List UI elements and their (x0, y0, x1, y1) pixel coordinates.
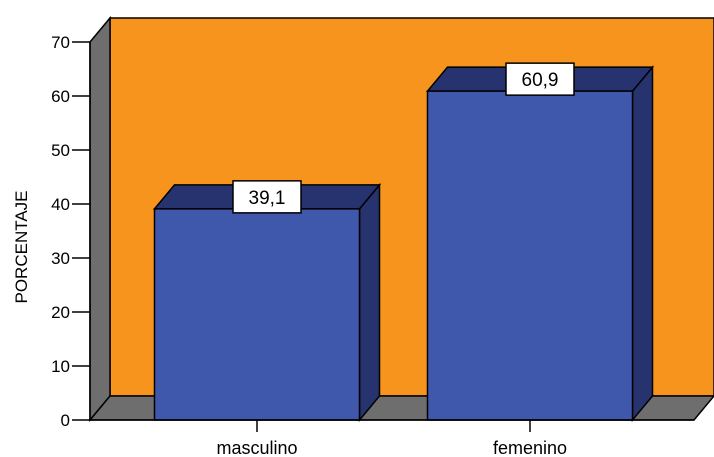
side-wall (89, 15, 111, 423)
data-label-box (505, 62, 575, 96)
x-axis: masculino femenino (90, 419, 694, 457)
y-tick-label: 60 (51, 87, 70, 106)
bar-masculino: 39,1 (152, 180, 382, 423)
bar-front (426, 90, 634, 421)
x-tick-label: masculino (216, 438, 297, 457)
y-tick-label: 70 (51, 33, 70, 52)
y-tick-label: 0 (61, 411, 70, 430)
y-tick-label: 30 (51, 249, 70, 268)
bar-femenino: 60,9 (425, 62, 655, 423)
y-axis: 0 10 20 30 40 50 60 70 (51, 33, 91, 430)
y-tick-label: 20 (51, 303, 70, 322)
y-tick-label: 50 (51, 141, 70, 160)
bar-side (631, 65, 654, 423)
data-label: 39,1 (249, 188, 286, 209)
x-tick-label: femenino (493, 438, 567, 457)
y-axis-title: PORCENTAJE (12, 190, 31, 303)
y-tick-label: 10 (51, 357, 70, 376)
bar-front (153, 208, 361, 421)
bars-group: 39,1 60,9 (152, 62, 655, 423)
bar-side (358, 182, 381, 423)
y-tick-label: 40 (51, 195, 70, 214)
data-label: 60,9 (522, 70, 559, 91)
data-label-box (232, 180, 302, 214)
